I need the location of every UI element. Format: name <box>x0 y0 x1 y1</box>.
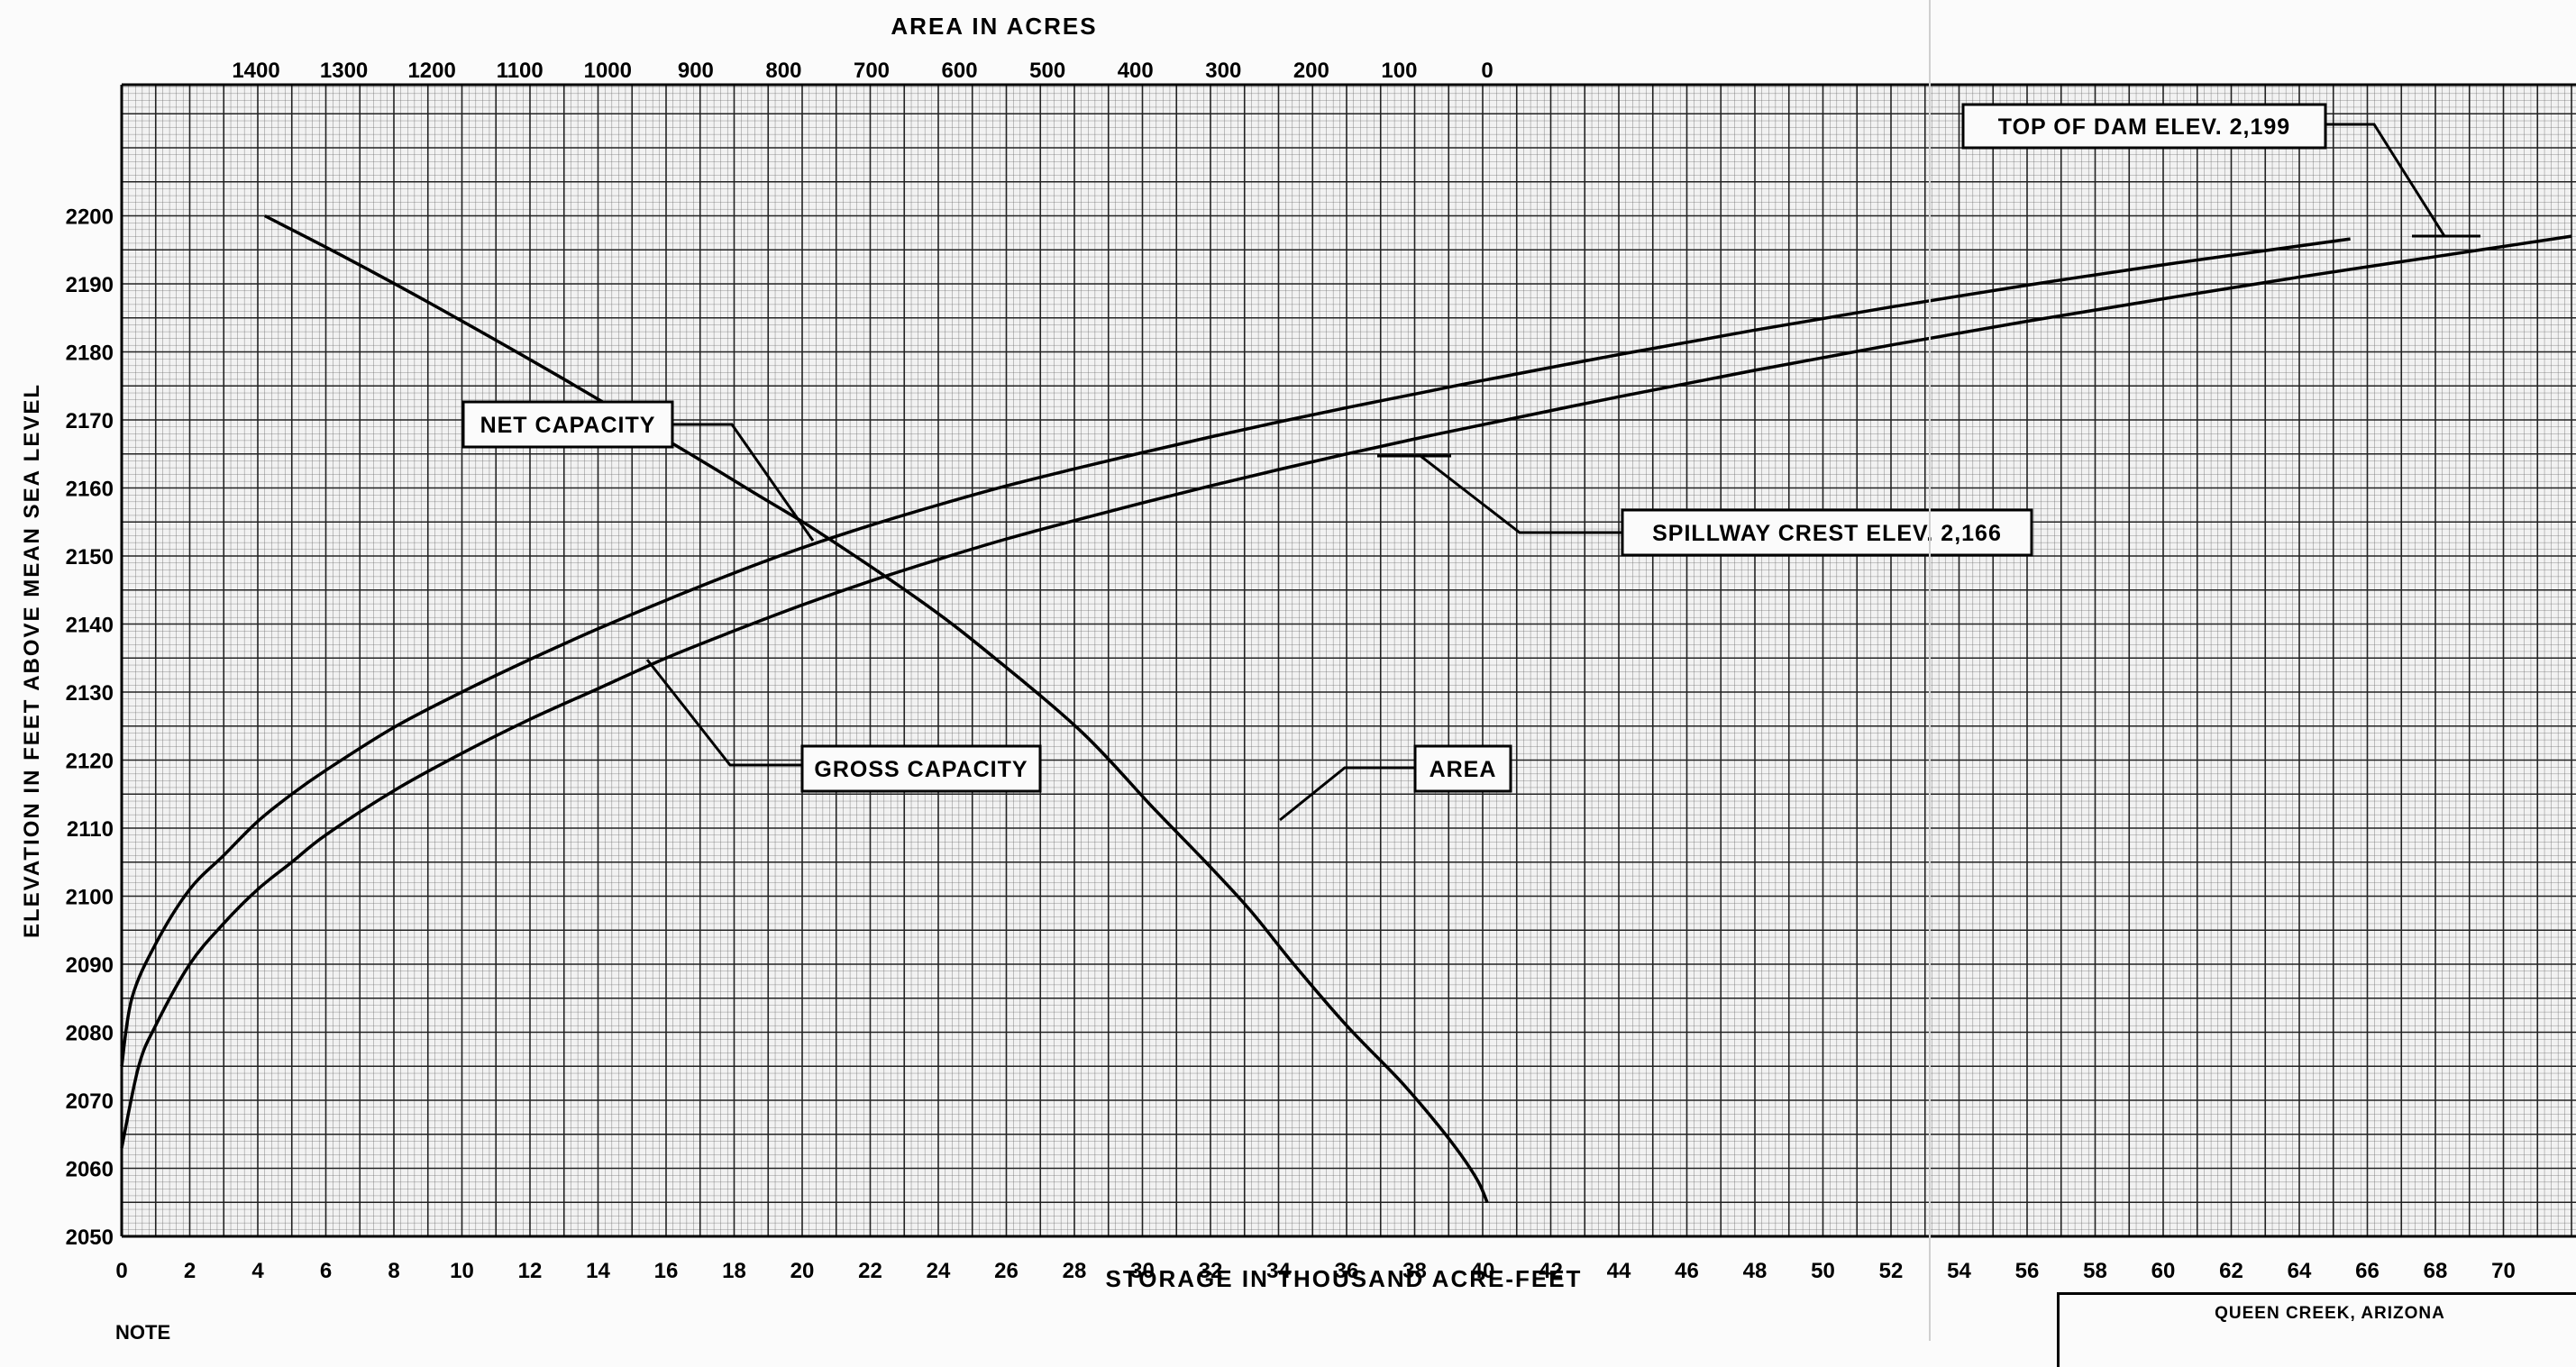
y-tick-label: 2190 <box>66 273 114 297</box>
spillway-leader <box>1420 454 1622 534</box>
x-tick-label: 18 <box>722 1259 746 1283</box>
y-tick-label: 2080 <box>66 1022 114 1046</box>
x-tick-label: 22 <box>858 1259 882 1283</box>
gross-capacity-callout: GROSS CAPACITY <box>800 744 1042 793</box>
y-tick-label: 2130 <box>66 681 114 706</box>
x-tick-label: 2 <box>184 1259 196 1283</box>
x-tick-label: 38 <box>1402 1259 1427 1283</box>
x-tick-label: 70 <box>2491 1259 2516 1283</box>
top-axis-tick-label: 300 <box>1205 59 1241 83</box>
net-capacity-leader <box>672 423 815 542</box>
top-axis-tick-label: 1100 <box>497 59 544 83</box>
y-tick-label: 2050 <box>66 1226 114 1250</box>
x-tick-label: 14 <box>586 1259 610 1283</box>
x-tick-label: 24 <box>927 1259 951 1283</box>
x-tick-label: 12 <box>518 1259 543 1283</box>
top-axis-tick-label: 0 <box>1481 59 1493 83</box>
top-of-dam-leader <box>2325 123 2446 237</box>
x-tick-label: 50 <box>1811 1259 1835 1283</box>
x-tick-label: 52 <box>1879 1259 1904 1283</box>
x-tick-label: 54 <box>1947 1259 1971 1283</box>
annotation-leaders <box>645 123 2480 822</box>
y-tick-label: 2150 <box>66 545 114 570</box>
x-tick-label: 26 <box>994 1259 1019 1283</box>
x-tick-label: 0 <box>115 1259 127 1283</box>
y-tick-label: 2090 <box>66 953 114 978</box>
top-axis-tick-label: 400 <box>1118 59 1154 83</box>
x-tick-label: 8 <box>388 1259 399 1283</box>
area-leader <box>1279 766 1415 822</box>
net-capacity-line <box>120 237 2351 1067</box>
area-label: AREA <box>1430 757 1497 782</box>
x-tick-label: 44 <box>1607 1259 1631 1283</box>
title-block: QUEEN CREEK, ARIZONA <box>2057 1292 2576 1367</box>
x-tick-label: 36 <box>1335 1259 1359 1283</box>
area-line <box>263 214 1489 1203</box>
series-lines <box>120 214 2572 1203</box>
x-tick-label: 28 <box>1063 1259 1087 1283</box>
top-axis-tick-label: 1000 <box>584 59 632 83</box>
top-axis-tick-label: 100 <box>1381 59 1417 83</box>
top-axis-tick-label: 800 <box>765 59 801 83</box>
y-tick-label: 2060 <box>66 1158 114 1182</box>
title-block-location: QUEEN CREEK, ARIZONA <box>2215 1304 2445 1323</box>
gross-capacity-leader <box>645 659 802 767</box>
x-tick-label: 60 <box>2151 1259 2176 1283</box>
x-tick-label: 58 <box>2083 1259 2107 1283</box>
top-axis-tick-label: 200 <box>1293 59 1329 83</box>
x-tick-label: 62 <box>2219 1259 2243 1283</box>
x-tick-label: 56 <box>2015 1259 2040 1283</box>
net-capacity-label: NET CAPACITY <box>480 413 656 438</box>
x-tick-label: 46 <box>1675 1259 1699 1283</box>
x-tick-label: 6 <box>320 1259 332 1283</box>
note-label: NOTE <box>115 1321 171 1344</box>
x-tick-label: 42 <box>1539 1259 1563 1283</box>
net-capacity-callout: NET CAPACITY <box>461 400 674 449</box>
top-axis-tick-label: 600 <box>942 59 978 83</box>
tick-labels: 0 2 4 6 8 10 12 14 16 18 20 22 24 26 28 30 32 34 36 38 40 42 4… <box>66 59 2516 1283</box>
x-tick-label: 20 <box>790 1259 815 1283</box>
x-tick-label: 66 <box>2355 1259 2380 1283</box>
y-tick-label: 2200 <box>66 205 114 230</box>
top-axis-title: AREA IN ACRES <box>891 13 1097 40</box>
area-callout: AREA <box>1413 744 1512 793</box>
x-axis-title: STORAGE IN THOUSAND ACRE-FEET <box>1106 1265 1583 1292</box>
spillway-callout: SPILLWAY CREST ELEV. 2,166 <box>1621 508 2033 557</box>
x-tick-label: 40 <box>1471 1259 1495 1283</box>
sheet-fold-line <box>1929 0 1931 1341</box>
y-tick-label: 2070 <box>66 1089 114 1114</box>
top-axis-tick-label: 700 <box>854 59 890 83</box>
top-axis-tick-label: 1300 <box>320 59 368 83</box>
y-tick-label: 2170 <box>66 409 114 433</box>
x-tick-label: 4 <box>251 1259 264 1283</box>
top-axis-tick-label: 1400 <box>232 59 279 83</box>
top-axis-tick-label: 900 <box>678 59 714 83</box>
top-axis-tick-label: 1200 <box>407 59 455 83</box>
y-tick-label: 2160 <box>66 478 114 502</box>
y-tick-label: 2100 <box>66 886 114 910</box>
gross-capacity-label: GROSS CAPACITY <box>814 757 1028 782</box>
y-tick-label: 2140 <box>66 614 114 638</box>
top-of-dam-callout: TOP OF DAM ELEV. 2,199 <box>1961 103 2327 150</box>
x-tick-label: 48 <box>1743 1259 1768 1283</box>
top-axis-tick-label: 500 <box>1029 59 1065 83</box>
y-tick-label: 2180 <box>66 342 114 366</box>
y-axis-title: ELEVATION IN FEET ABOVE MEAN SEA LEVEL <box>20 383 44 938</box>
x-tick-label: 30 <box>1130 1259 1155 1283</box>
x-tick-label: 64 <box>2288 1259 2312 1283</box>
top-of-dam-label: TOP OF DAM ELEV. 2,199 <box>1998 114 2290 140</box>
x-tick-label: 16 <box>654 1259 679 1283</box>
y-tick-label: 2120 <box>66 750 114 774</box>
x-tick-label: 68 <box>2424 1259 2448 1283</box>
y-tick-label: 2110 <box>67 817 114 842</box>
gross-capacity-line <box>120 234 2572 1149</box>
spillway-label: SPILLWAY CREST ELEV. 2,166 <box>1652 521 2002 546</box>
x-tick-label: 34 <box>1266 1259 1291 1283</box>
x-tick-label: 10 <box>450 1259 474 1283</box>
x-tick-label: 32 <box>1199 1259 1223 1283</box>
